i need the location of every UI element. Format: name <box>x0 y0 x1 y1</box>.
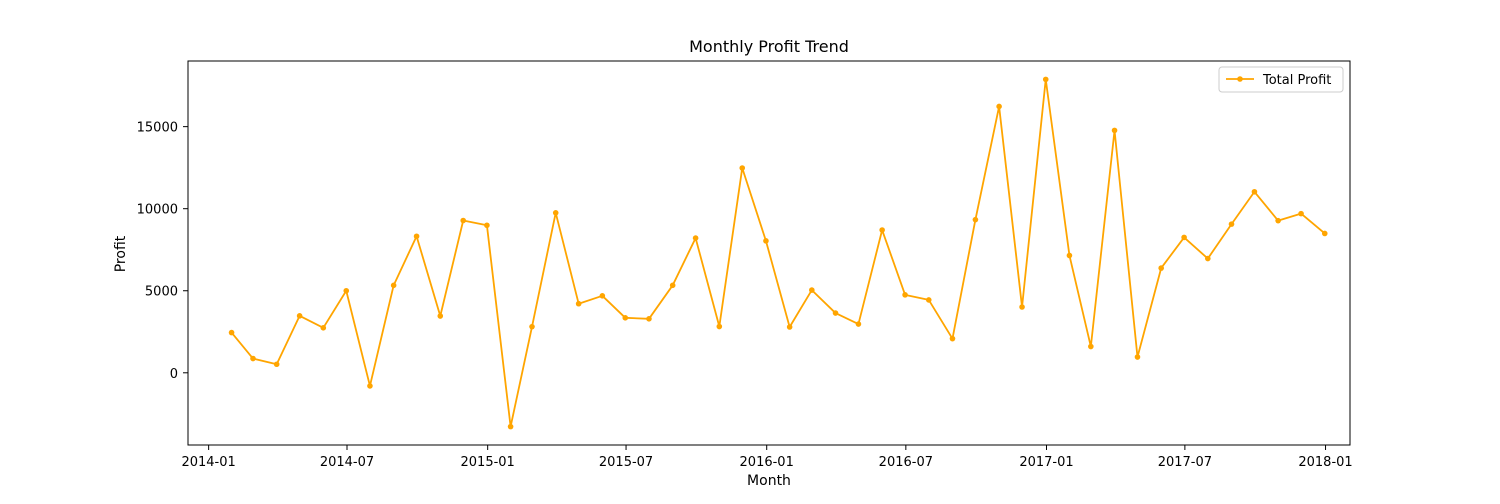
legend: Total Profit <box>1218 66 1344 93</box>
plot-frame <box>187 60 1351 446</box>
data-point <box>367 383 373 389</box>
y-tick-label: 10000 <box>137 203 178 218</box>
data-point <box>1251 188 1258 195</box>
x-axis-label: Month <box>747 473 791 489</box>
data-point <box>809 287 815 293</box>
data-point <box>763 238 769 244</box>
y-tick-label: 0 <box>170 367 178 382</box>
data-point <box>529 323 535 330</box>
x-tick-label: 2014-07 <box>320 455 374 470</box>
data-point <box>250 355 256 362</box>
data-point <box>1134 354 1141 360</box>
data-point <box>855 321 862 327</box>
data-point <box>925 297 932 303</box>
x-tick-label: 2015-07 <box>599 455 653 470</box>
data-point <box>1066 252 1073 259</box>
data-point <box>413 233 420 240</box>
data-point <box>1205 255 1211 262</box>
series-line-total-profit <box>230 78 1326 428</box>
data-point <box>390 282 397 289</box>
legend-box <box>1218 66 1344 93</box>
data-point <box>902 292 908 298</box>
data-point <box>575 300 582 307</box>
data-point <box>599 293 606 299</box>
data-point <box>622 315 629 321</box>
data-point <box>1019 304 1025 310</box>
data-point <box>460 217 467 224</box>
data-point <box>716 323 723 330</box>
x-tick-label: 2015-01 <box>461 455 515 470</box>
x-tick-label: 2017-07 <box>1158 455 1212 470</box>
x-tick-label: 2018-01 <box>1298 455 1352 470</box>
y-tick-label: 15000 <box>137 121 178 136</box>
data-point <box>949 335 956 342</box>
data-point <box>228 329 235 336</box>
data-point <box>1042 76 1049 83</box>
data-point <box>996 103 1002 110</box>
data-point <box>786 324 793 330</box>
y-tick-label: 5000 <box>145 285 178 300</box>
data-point <box>1228 221 1235 227</box>
data-point <box>692 235 699 241</box>
data-point <box>1088 343 1094 350</box>
y-axis: 0 5000 10000 15000 <box>137 121 188 382</box>
data-point <box>739 165 746 171</box>
x-tick-label: 2014-01 <box>181 455 235 470</box>
chart-title: Monthly Profit Trend <box>689 37 849 56</box>
data-point <box>1111 127 1118 134</box>
x-tick-label: 2017-01 <box>1019 455 1073 470</box>
data-point <box>1181 234 1187 241</box>
legend-label: Total Profit <box>1262 73 1331 88</box>
x-tick-label: 2016-07 <box>879 455 933 470</box>
data-point <box>552 209 559 216</box>
x-tick-label: 2016-01 <box>740 455 794 470</box>
x-axis: 2014-01 2014-07 2015-01 2015-07 2016-01 2016-… <box>181 445 1353 470</box>
data-point <box>972 216 979 223</box>
data-point <box>343 287 350 294</box>
legend-marker <box>1237 76 1243 82</box>
plot-area <box>228 76 1328 430</box>
data-point <box>273 361 280 368</box>
data-point <box>646 316 652 322</box>
data-point <box>507 423 514 430</box>
data-point <box>1275 217 1281 224</box>
data-point <box>296 313 303 319</box>
data-point <box>484 222 490 229</box>
data-point <box>1298 210 1304 217</box>
data-point <box>1321 230 1328 237</box>
data-point <box>879 227 885 233</box>
data-point <box>832 310 839 316</box>
data-point <box>437 313 444 319</box>
data-point <box>320 325 327 331</box>
data-point <box>1158 265 1164 271</box>
data-point <box>669 282 676 289</box>
y-axis-label: Profit <box>113 235 129 272</box>
